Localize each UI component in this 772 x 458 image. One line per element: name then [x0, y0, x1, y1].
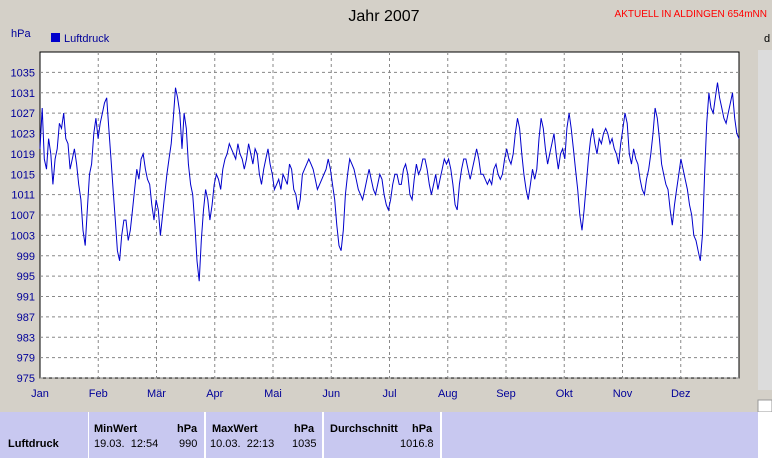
min-cell: MinWert hPa 19.03. 12:54 990 [89, 412, 204, 458]
max-datetime: 10.03. 22:13 [210, 438, 275, 450]
pressure-chart: 975 979 983 987 991 995 999 1003 1007 1011 1015 101… [11, 8, 772, 412]
x-tick-label: Jan [31, 388, 49, 400]
y-tick-label: 999 [17, 251, 35, 263]
y-axis-unit: hPa [11, 28, 31, 40]
x-tick-label: Jul [382, 388, 396, 400]
right-edge-panel [758, 50, 772, 390]
x-tick-label: Aug [438, 388, 458, 400]
max-cell: MaxWert hPa 10.03. 22:13 1035 [206, 412, 322, 458]
y-tick-label: 983 [17, 332, 35, 344]
y-tick-label: 1011 [11, 190, 35, 202]
luftdruck-line [39, 82, 740, 282]
empty-cell [442, 412, 758, 458]
x-tick-label: Mär [147, 388, 166, 400]
avg-unit: hPa [412, 423, 433, 435]
station-label: AKTUELL IN ALDINGEN 654mNN [615, 9, 767, 20]
x-tick-label: Sep [496, 388, 516, 400]
legend-label: Luftdruck [64, 33, 110, 45]
x-tick-label: Mai [264, 388, 282, 400]
x-tick-label: Apr [206, 388, 223, 400]
y-tick-label: 1031 [11, 88, 35, 100]
avg-cell: Durchschnitt hPa 1016.8 [324, 412, 440, 458]
y-tick-label: 1015 [11, 169, 35, 181]
y-tick-label: 995 [17, 271, 35, 283]
y-tick-label: 991 [17, 292, 35, 304]
y-tick-label: 987 [17, 312, 35, 324]
y-tick-label: 975 [17, 373, 35, 385]
x-tick-label: Dez [671, 388, 691, 400]
y-tick-label: 1003 [11, 230, 35, 242]
right-edge-box [757, 399, 772, 412]
max-value: 1035 [292, 438, 317, 450]
min-unit: hPa [177, 423, 198, 435]
x-tick-label: Feb [89, 388, 108, 400]
stats-row-label-cell: Luftdruck [0, 412, 88, 458]
x-axis: Jan Feb Mär Apr Mai Jun Jul Aug Sep Okt Nov Dez [31, 388, 690, 400]
max-unit: hPa [294, 423, 315, 435]
min-datetime: 19.03. 12:54 [94, 438, 159, 450]
y-tick-label: 1023 [11, 129, 35, 141]
avg-header: Durchschnitt [330, 423, 398, 435]
y-tick-label: 1035 [11, 67, 35, 79]
y-axis: 975 979 983 987 991 995 999 1003 1007 1011 1015 101… [11, 67, 35, 385]
x-tick-label: Jun [322, 388, 340, 400]
y-tick-label: 1019 [11, 149, 35, 161]
max-header: MaxWert [212, 423, 258, 435]
legend-swatch [51, 33, 60, 42]
y-tick-label: 1027 [11, 108, 35, 120]
grid [40, 52, 739, 379]
min-header: MinWert [94, 423, 138, 435]
x-tick-label: Okt [556, 388, 573, 400]
chart-title: Jahr 2007 [348, 8, 419, 25]
row-label: Luftdruck [8, 438, 59, 450]
min-value: 990 [179, 438, 198, 450]
edge-letter: d [764, 33, 770, 45]
avg-value: 1016.8 [400, 438, 434, 450]
stats-table: Luftdruck MinWert hPa 19.03. 12:54 990 M… [0, 412, 772, 458]
y-tick-label: 979 [17, 353, 35, 365]
x-tick-label: Nov [613, 388, 633, 400]
y-tick-label: 1007 [11, 210, 35, 222]
